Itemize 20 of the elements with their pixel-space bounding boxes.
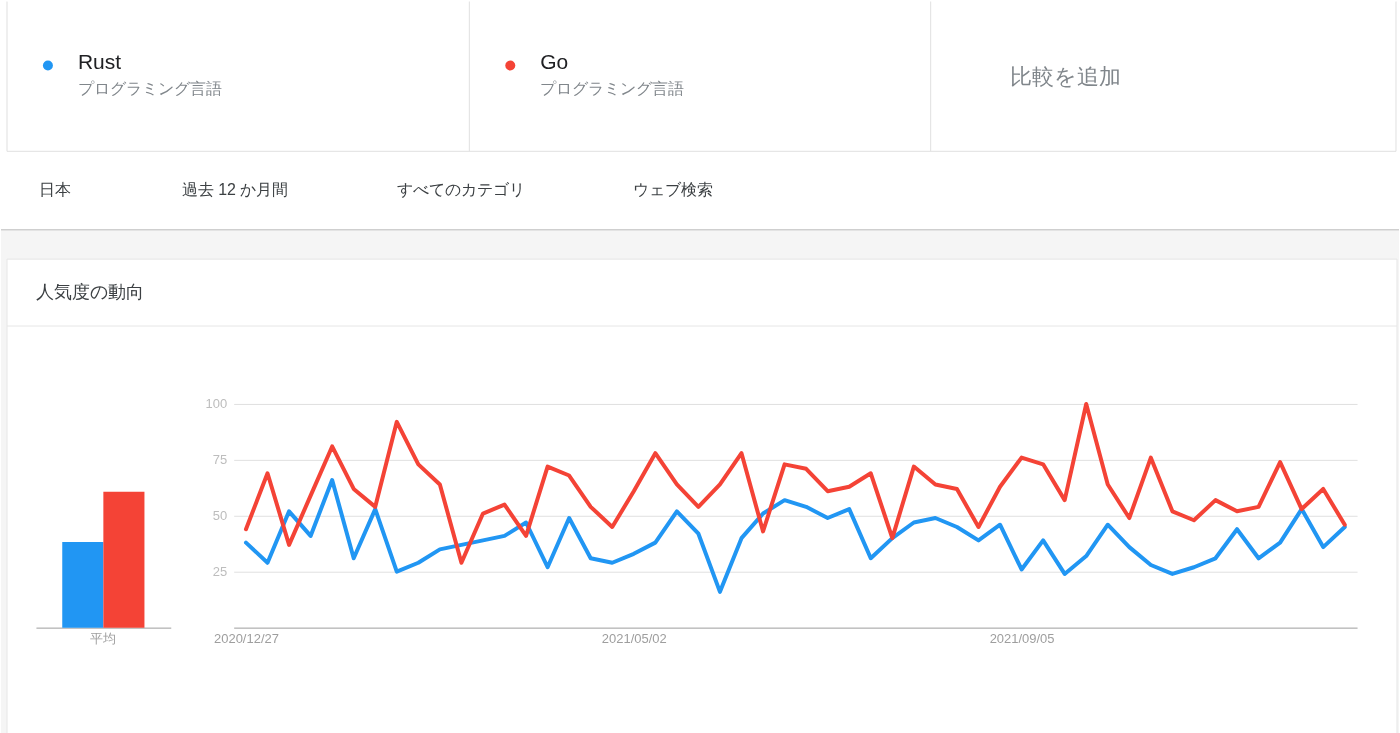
text: 人気度の動向 [35,282,144,303]
text: 日本 [38,181,71,199]
text: プログラミング言語 [540,80,685,98]
line-series [243,478,1347,594]
legend-label: Rust [77,50,122,74]
y-tick-label: 50 [212,508,228,524]
y-tick-label: 25 [212,564,228,580]
text: ウェブ検索 [633,181,714,199]
y-tick-label: 75 [212,452,228,468]
text: 比較を追加 [1009,64,1121,90]
text: すべてのカテゴリ [397,181,526,199]
x-tick-label: 平均 [90,631,117,647]
x-tick-label: 2020/12/27 [214,631,279,647]
y-tick-label: 100 [205,396,228,412]
line-series [243,401,1347,565]
text: 過去 12 か月間 [181,181,289,199]
x-tick-label: 2021/09/05 [989,631,1055,647]
legend-label: Go [540,50,569,74]
text: プログラミング言語 [77,80,222,98]
x-tick-label: 2021/05/02 [601,631,667,647]
